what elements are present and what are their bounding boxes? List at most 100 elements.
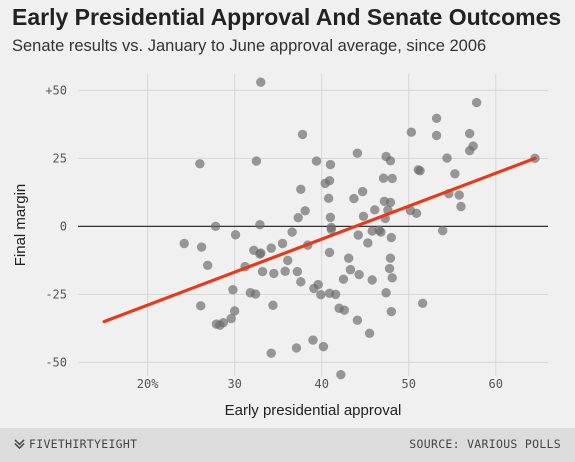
data-point <box>431 113 442 124</box>
y-tick-label: +50 <box>45 83 67 97</box>
chart-title: Early Presidential Approval And Senate O… <box>12 4 562 30</box>
data-point <box>196 242 207 252</box>
data-point <box>300 206 310 216</box>
data-point <box>287 227 297 237</box>
data-point <box>309 283 319 294</box>
data-point <box>454 190 464 200</box>
data-point <box>358 211 369 221</box>
data-point <box>385 253 396 263</box>
grid-lines <box>78 74 548 376</box>
x-axis-ticks: 20% 30 40 50 60 <box>137 377 503 391</box>
data-point <box>293 212 303 223</box>
data-point <box>251 156 262 166</box>
data-point <box>325 212 336 223</box>
data-point <box>323 193 334 204</box>
data-point <box>297 129 308 140</box>
data-point <box>256 77 266 87</box>
data-point <box>283 255 293 266</box>
data-point <box>318 341 329 352</box>
data-point <box>280 266 290 276</box>
data-point <box>330 289 341 300</box>
data-point <box>324 247 335 258</box>
data-point <box>415 166 425 176</box>
x-tick-label: 30 <box>227 377 241 391</box>
data-point <box>381 288 391 298</box>
y-tick-label: -50 <box>45 355 67 369</box>
data-point <box>215 320 225 330</box>
data-point <box>464 128 475 139</box>
data-point <box>296 277 306 287</box>
data-point <box>336 369 346 380</box>
data-point <box>387 273 397 283</box>
y-tick-label: 25 <box>53 151 67 165</box>
scatter-chart: 20% 30 40 50 60 +50 25 0 -25 -50 Early president… <box>12 74 548 419</box>
data-point <box>411 208 422 219</box>
data-points <box>179 77 540 380</box>
data-point <box>442 153 452 163</box>
data-point <box>354 269 364 280</box>
data-point <box>296 184 306 195</box>
data-point <box>320 178 330 189</box>
data-point <box>308 335 318 345</box>
data-point <box>269 268 279 279</box>
data-point <box>292 266 303 277</box>
x-tick-label: 60 <box>489 377 503 391</box>
data-point <box>255 249 265 259</box>
y-tick-label: -25 <box>45 287 67 301</box>
x-tick-label: 40 <box>314 377 328 391</box>
data-point <box>406 127 417 137</box>
data-point <box>226 313 236 324</box>
data-point <box>250 289 261 299</box>
data-point <box>376 227 386 237</box>
y-tick-label: 0 <box>60 219 67 233</box>
data-point <box>437 226 448 236</box>
data-point <box>386 232 397 243</box>
data-point <box>387 173 397 184</box>
fivethirtyeight-logo-icon <box>14 439 25 449</box>
x-tick-label: 20% <box>137 377 159 391</box>
data-point <box>385 156 396 166</box>
data-point <box>266 348 276 358</box>
data-point <box>357 186 368 197</box>
data-point <box>345 264 356 275</box>
data-point <box>364 328 375 338</box>
data-point <box>195 159 205 169</box>
data-point <box>228 285 238 295</box>
data-point <box>450 169 460 179</box>
chart-subtitle: Senate results vs. January to June appro… <box>12 37 487 55</box>
data-point <box>386 306 397 317</box>
data-point <box>338 274 349 284</box>
footer: FIVETHIRTYEIGHT SOURCE: VARIOUS POLLS <box>0 428 575 462</box>
data-point <box>353 230 363 240</box>
data-point <box>471 97 482 108</box>
source-note: SOURCE: VARIOUS POLLS <box>409 437 561 451</box>
data-point <box>352 315 363 325</box>
data-point <box>325 159 336 170</box>
data-point <box>255 220 265 230</box>
data-point <box>384 263 395 274</box>
data-point <box>230 230 241 240</box>
data-point <box>210 221 221 232</box>
data-point <box>229 306 240 316</box>
data-point <box>311 156 322 166</box>
data-point <box>370 205 380 215</box>
y-axis-label: Final margin <box>12 184 29 267</box>
x-tick-label: 50 <box>402 377 416 391</box>
data-point <box>378 173 389 183</box>
data-point <box>464 146 475 156</box>
brand-name: FIVETHIRTYEIGHT <box>29 437 138 451</box>
data-point <box>343 253 354 263</box>
data-point <box>268 300 278 310</box>
data-point <box>266 243 276 253</box>
trend-line <box>102 156 537 324</box>
data-point <box>179 238 189 249</box>
data-point <box>202 260 213 270</box>
data-point <box>367 275 377 285</box>
data-point <box>385 197 396 208</box>
brand: FIVETHIRTYEIGHT <box>14 437 137 451</box>
data-point <box>363 238 373 248</box>
data-point <box>277 238 288 249</box>
data-point <box>196 301 206 311</box>
data-point <box>431 130 442 141</box>
data-point <box>367 226 377 236</box>
